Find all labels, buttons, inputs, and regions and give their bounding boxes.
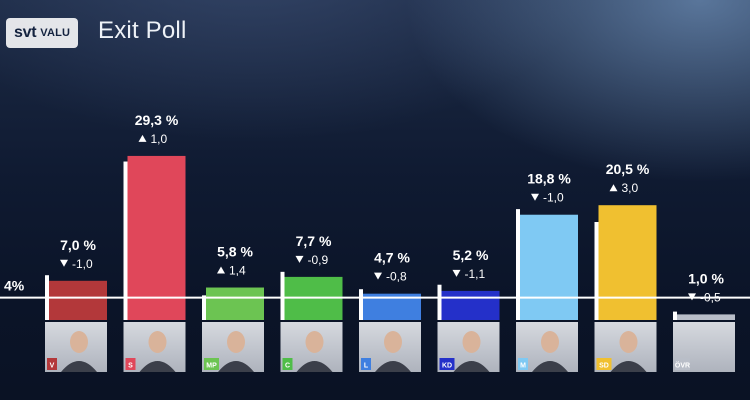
change-label-s: 1,0 xyxy=(151,132,168,146)
portrait-icon-l xyxy=(375,331,411,372)
party-label-kd: KD xyxy=(442,363,452,370)
party-tag-kd xyxy=(439,358,455,370)
party-tag-v xyxy=(47,358,57,370)
bar-m xyxy=(520,214,578,320)
previous-result-marker-m xyxy=(516,209,520,320)
previous-result-marker-l xyxy=(359,289,363,320)
change-label-ovr: -0,5 xyxy=(700,290,721,304)
logo-sub: VALU xyxy=(40,27,71,39)
value-label-sd: 20,5 % xyxy=(606,161,650,177)
portrait-icon-v xyxy=(61,331,97,372)
value-label-c: 7,7 % xyxy=(296,233,332,249)
value-label-kd: 5,2 % xyxy=(453,247,489,263)
party-label-mp: MP xyxy=(206,363,217,370)
party-tag-s xyxy=(125,358,136,370)
change-down-icon-kd xyxy=(452,269,461,277)
party-label-sd: SD xyxy=(599,363,609,370)
bar-sd xyxy=(598,205,657,320)
previous-result-marker-ovr xyxy=(673,311,677,320)
svt-valu-logo: svt VALU xyxy=(6,18,79,48)
logo-text: svt xyxy=(14,24,37,41)
previous-result-marker-s xyxy=(123,161,128,320)
bar-mp xyxy=(206,287,264,320)
party-label-v: V xyxy=(50,363,55,370)
party-tag-c xyxy=(282,358,293,370)
value-label-ovr: 1,0 % xyxy=(688,270,724,286)
change-down-icon-ovr xyxy=(688,293,696,301)
portrait-icon-mp xyxy=(218,331,254,372)
threshold-label: 4% xyxy=(4,278,25,294)
change-up-icon-sd xyxy=(609,184,618,192)
party-tag-mp xyxy=(204,358,219,370)
previous-result-marker-kd xyxy=(437,284,442,320)
portrait-icon-s xyxy=(139,331,176,372)
page-title: Exit Poll xyxy=(98,17,187,44)
change-label-c: -0,9 xyxy=(308,253,329,267)
value-label-v: 7,0 % xyxy=(60,237,96,253)
bar-v xyxy=(49,280,107,320)
party-label-ovr: ÖVR xyxy=(675,361,690,370)
change-label-l: -0,8 xyxy=(386,270,407,284)
change-down-icon-c xyxy=(295,255,304,263)
change-label-sd: 3,0 xyxy=(622,181,639,195)
previous-result-marker-sd xyxy=(594,222,599,320)
change-label-mp: 1,4 xyxy=(229,264,246,278)
bar-kd xyxy=(441,290,500,320)
change-label-m: -1,0 xyxy=(543,191,564,205)
bar-s xyxy=(127,155,186,320)
party-tag-m xyxy=(518,358,528,370)
change-down-icon-m xyxy=(531,193,539,201)
party-tag-l xyxy=(361,358,371,370)
party-tag-sd xyxy=(596,358,612,370)
previous-result-marker-mp xyxy=(202,295,206,320)
portrait-icon-m xyxy=(532,331,568,372)
change-up-icon-mp xyxy=(217,266,225,274)
party-label-m: M xyxy=(520,363,526,370)
portrait-icon-c xyxy=(296,331,333,372)
value-label-mp: 5,8 % xyxy=(217,244,253,260)
party-label-s: S xyxy=(128,363,133,370)
bar-ovr xyxy=(677,314,735,320)
party-label-l: L xyxy=(364,363,369,370)
portrait-icon-sd xyxy=(610,331,647,372)
previous-result-marker-c xyxy=(280,271,285,320)
change-down-icon-l xyxy=(374,272,382,280)
portrait-icon-kd xyxy=(453,331,490,372)
value-label-m: 18,8 % xyxy=(527,171,571,187)
change-label-v: -1,0 xyxy=(72,257,93,271)
value-label-l: 4,7 % xyxy=(374,250,410,266)
change-down-icon-v xyxy=(60,259,68,267)
change-up-icon-s xyxy=(138,134,147,142)
change-label-kd: -1,1 xyxy=(465,267,486,281)
value-label-s: 29,3 % xyxy=(135,112,179,128)
party-tag-ovr xyxy=(675,358,690,370)
party-label-c: C xyxy=(285,363,290,370)
